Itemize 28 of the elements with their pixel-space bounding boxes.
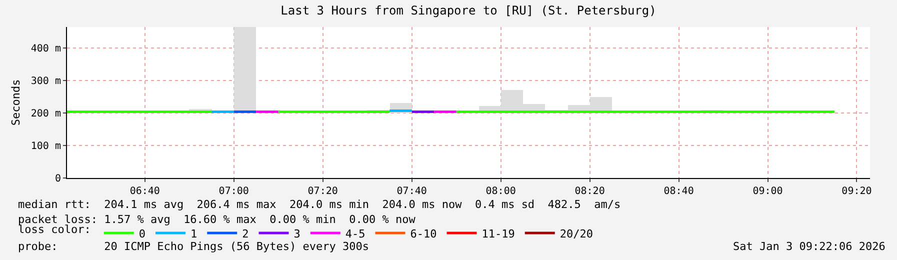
legend-label: 1 xyxy=(190,227,198,240)
y-axis-title: Seconds xyxy=(10,79,23,126)
legend-label: 0 xyxy=(138,227,146,240)
y-tick-label: 100 m xyxy=(30,141,61,152)
text: median rtt: 204.1 ms avg 206.4 ms max 204.0 ms min 204.0 ms now 0.4 ms sd 482.5 am/s xyxy=(18,198,621,211)
x-tick-label: 07:40 xyxy=(396,186,427,197)
legend-label: 2 xyxy=(242,227,249,240)
y-tick-label: 200 m xyxy=(30,108,61,120)
legend-label: 4-5 xyxy=(345,227,366,240)
x-tick-label: 08:40 xyxy=(664,186,694,197)
y-tick-label: 400 m xyxy=(30,44,61,55)
y-tick-label: 0 xyxy=(54,174,61,184)
x-tick-label: 09:00 xyxy=(752,186,783,197)
text: packet loss: 1.57 % avg 16.60 % max 0.00 % min 0.00 % now xyxy=(18,213,416,226)
legend-label: 3 xyxy=(294,227,300,240)
x-tick-label: 07:00 xyxy=(218,186,249,197)
x-tick-label: 06:40 xyxy=(130,186,160,197)
text: probe: 20 ICMP Echo Pings (56 Bytes) every 300s xyxy=(18,240,369,253)
x-tick-label: 08:20 xyxy=(574,186,605,197)
legend-label: 11-19 xyxy=(482,227,515,240)
x-tick-label: 09:20 xyxy=(842,186,872,197)
text: Sat Jan 3 09:22:06 2026 xyxy=(733,240,886,253)
y-tick-label: 300 m xyxy=(30,76,61,88)
x-tick-label: 08:00 xyxy=(486,186,516,197)
x-tick-label: 07:20 xyxy=(308,186,338,197)
chart-title: Last 3 Hours from Singapore to [RU] (St. Petersburg) xyxy=(280,3,656,18)
legend-label: 20/20 xyxy=(560,227,593,240)
legend-label: 6-10 xyxy=(410,227,437,240)
